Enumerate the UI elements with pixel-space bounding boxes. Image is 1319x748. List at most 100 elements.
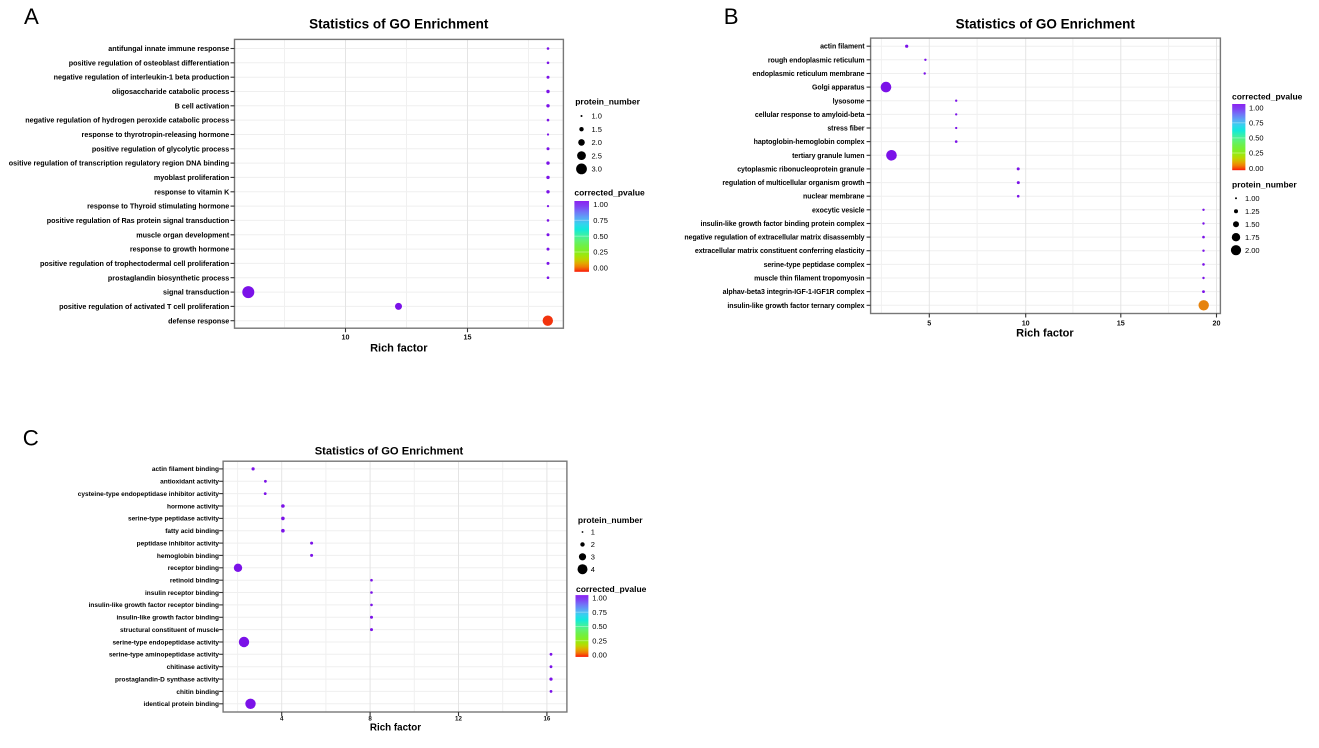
svg-text:0.00: 0.00 — [1249, 164, 1264, 173]
svg-text:15: 15 — [464, 333, 472, 342]
svg-text:antioxidant activity: antioxidant activity — [160, 479, 219, 486]
svg-text:0.75: 0.75 — [1249, 119, 1264, 128]
svg-text:1: 1 — [591, 528, 595, 537]
svg-text:response to growth hormone: response to growth hormone — [130, 245, 229, 254]
svg-text:0.50: 0.50 — [593, 232, 608, 241]
svg-text:1.00: 1.00 — [1249, 103, 1264, 112]
svg-text:2: 2 — [591, 540, 595, 549]
svg-text:stress fiber: stress fiber — [827, 126, 864, 133]
svg-text:1.00: 1.00 — [593, 200, 608, 209]
svg-text:chitin binding: chitin binding — [176, 689, 219, 696]
svg-text:extracellular matrix constitue: extracellular matrix constituent conferr… — [695, 248, 865, 255]
svg-text:0.00: 0.00 — [593, 264, 608, 273]
svg-text:nuclear membrane: nuclear membrane — [803, 194, 865, 201]
svg-text:2.5: 2.5 — [592, 151, 602, 160]
svg-text:muscle organ development: muscle organ development — [136, 230, 230, 239]
svg-text:1.00: 1.00 — [1245, 194, 1260, 203]
svg-text:positive regulation of osteobl: positive regulation of osteoblast differ… — [69, 58, 230, 67]
svg-text:alphav-beta3 integrin-IGF-1-IG: alphav-beta3 integrin-IGF-1-IGF1R comple… — [723, 289, 865, 296]
svg-text:receptor binding: receptor binding — [168, 565, 219, 572]
svg-text:exocytic vesicle: exocytic vesicle — [812, 207, 865, 214]
svg-text:corrected_pvalue: corrected_pvalue — [574, 188, 645, 198]
svg-text:positive regulation of Ras pro: positive regulation of Ras protein signa… — [47, 216, 230, 225]
svg-text:muscle thin filament tropomyos: muscle thin filament tropomyosin — [754, 276, 864, 283]
svg-text:3: 3 — [591, 553, 595, 562]
svg-text:protein_number: protein_number — [575, 97, 640, 107]
svg-text:4: 4 — [280, 716, 284, 723]
svg-text:A: A — [24, 4, 39, 29]
svg-text:cysteine-type endopeptidase in: cysteine-type endopeptidase inhibitor ac… — [78, 491, 220, 498]
svg-text:prostaglandin biosynthetic pro: prostaglandin biosynthetic process — [108, 273, 229, 282]
svg-text:insulin-like growth factor ter: insulin-like growth factor ternary compl… — [727, 303, 864, 310]
svg-text:antifungal innate immune respo: antifungal innate immune response — [108, 44, 229, 53]
svg-text:rough endoplasmic reticulum: rough endoplasmic reticulum — [768, 57, 865, 64]
svg-text:serine-type peptidase complex: serine-type peptidase complex — [764, 262, 865, 269]
svg-text:signal transduction: signal transduction — [163, 288, 229, 297]
svg-text:hormone activity: hormone activity — [167, 503, 219, 510]
svg-text:0.75: 0.75 — [592, 608, 607, 617]
svg-text:defense response: defense response — [168, 316, 229, 325]
svg-text:positive regulation of glycoly: positive regulation of glycolytic proces… — [92, 144, 229, 153]
svg-text:actin filament: actin filament — [820, 44, 865, 51]
svg-text:10: 10 — [1022, 318, 1030, 327]
svg-text:protein_number: protein_number — [578, 515, 643, 525]
svg-text:2.0: 2.0 — [592, 138, 602, 147]
svg-text:1.25: 1.25 — [1245, 207, 1260, 216]
svg-text:12: 12 — [455, 716, 462, 723]
svg-text:prostaglandin-D synthase activ: prostaglandin-D synthase activity — [115, 676, 219, 683]
svg-text:1.00: 1.00 — [592, 594, 607, 603]
svg-text:structural constituent of musc: structural constituent of muscle — [120, 627, 219, 634]
svg-text:1.50: 1.50 — [1245, 220, 1260, 229]
svg-text:0.25: 0.25 — [592, 636, 607, 645]
svg-text:B: B — [724, 4, 739, 29]
svg-text:0.00: 0.00 — [592, 651, 607, 660]
svg-text:identical protein binding: identical protein binding — [144, 701, 220, 708]
svg-text:regulation of multicellular or: regulation of multicellular organism gro… — [722, 180, 864, 187]
svg-text:chitinase activity: chitinase activity — [167, 664, 220, 671]
svg-text:tertiary granule lumen: tertiary granule lumen — [792, 153, 864, 160]
svg-text:0.25: 0.25 — [593, 248, 608, 257]
svg-text:protein_number: protein_number — [1232, 180, 1297, 190]
svg-text:corrected_pvalue: corrected_pvalue — [576, 584, 647, 594]
svg-text:fatty acid binding: fatty acid binding — [165, 528, 219, 535]
svg-text:oligosaccharide catabolic proc: oligosaccharide catabolic process — [112, 87, 229, 96]
svg-text:lysosome: lysosome — [833, 98, 865, 105]
svg-text:4: 4 — [591, 565, 595, 574]
svg-text:B cell activation: B cell activation — [175, 101, 230, 110]
svg-text:15: 15 — [1117, 318, 1125, 327]
svg-text:peptidase inhibitor activity: peptidase inhibitor activity — [137, 540, 220, 547]
svg-text:1.5: 1.5 — [592, 125, 602, 134]
svg-text:0.75: 0.75 — [593, 216, 608, 225]
svg-text:negative regulation of interle: negative regulation of interleukin-1 bet… — [54, 73, 230, 82]
svg-text:insulin-like growth factor bin: insulin-like growth factor binding — [116, 615, 219, 622]
svg-text:myoblast proliferation: myoblast proliferation — [154, 173, 229, 182]
svg-text:insulin receptor binding: insulin receptor binding — [145, 590, 219, 597]
svg-text:Statistics of GO Enrichment: Statistics of GO Enrichment — [309, 17, 489, 32]
svg-text:corrected_pvalue: corrected_pvalue — [1232, 92, 1303, 102]
svg-text:serine-type endopeptidase acti: serine-type endopeptidase activity — [112, 639, 219, 646]
svg-text:cellular response to amyloid-b: cellular response to amyloid-beta — [755, 112, 865, 119]
svg-text:positive regulation of trophec: positive regulation of trophectodermal c… — [40, 259, 229, 268]
svg-text:haptoglobin-hemoglobin complex: haptoglobin-hemoglobin complex — [754, 139, 865, 146]
svg-text:negative regulation of hydroge: negative regulation of hydrogen peroxide… — [25, 116, 229, 125]
svg-text:Golgi apparatus: Golgi apparatus — [812, 85, 865, 92]
svg-text:ositive regulation of transcri: ositive regulation of transcription regu… — [9, 159, 230, 168]
svg-text:3.0: 3.0 — [592, 165, 602, 174]
svg-text:positive regulation of activat: positive regulation of activated T cell … — [59, 302, 229, 311]
svg-text:actin filament binding: actin filament binding — [152, 466, 219, 473]
svg-text:serine-type peptidase activity: serine-type peptidase activity — [128, 516, 219, 523]
svg-text:insulin-like growth factor bin: insulin-like growth factor binding prote… — [701, 221, 865, 228]
svg-text:0.50: 0.50 — [1249, 134, 1264, 143]
svg-text:8: 8 — [368, 716, 372, 723]
svg-text:Statistics of GO Enrichment: Statistics of GO Enrichment — [315, 446, 464, 458]
svg-text:response to vitamin K: response to vitamin K — [154, 187, 230, 196]
svg-text:16: 16 — [543, 716, 550, 723]
svg-text:endoplasmic reticulum membrane: endoplasmic reticulum membrane — [752, 71, 864, 78]
svg-text:Rich factor: Rich factor — [1016, 328, 1074, 340]
svg-text:C: C — [23, 426, 39, 451]
svg-text:Statistics of GO Enrichment: Statistics of GO Enrichment — [956, 17, 1136, 32]
svg-text:Rich factor: Rich factor — [370, 343, 428, 355]
svg-text:0.25: 0.25 — [1249, 149, 1264, 158]
svg-text:serine-type aminopeptidase act: serine-type aminopeptidase activity — [109, 652, 220, 659]
svg-text:Rich factor: Rich factor — [370, 723, 421, 734]
